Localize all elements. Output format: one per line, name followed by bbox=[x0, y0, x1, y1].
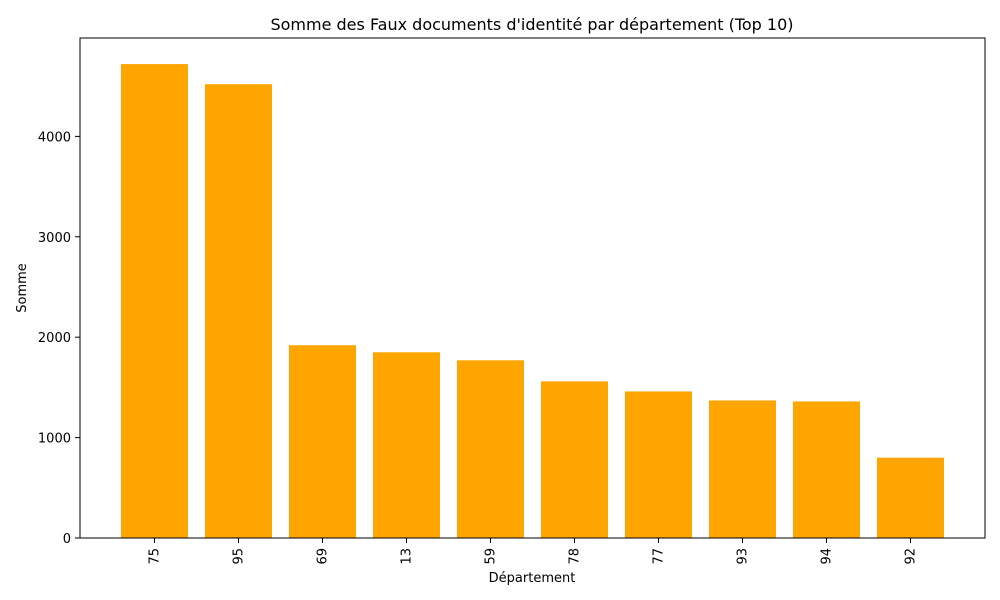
bar-77 bbox=[625, 391, 692, 538]
bar-95 bbox=[205, 84, 272, 538]
x-tick-label: 94 bbox=[820, 548, 835, 565]
x-tick-label: 77 bbox=[652, 548, 667, 565]
bar-78 bbox=[541, 381, 608, 538]
bar-59 bbox=[457, 360, 524, 538]
y-axis-ticks: 0 1000 2000 3000 4000 bbox=[38, 130, 80, 547]
x-axis-ticks: 75 95 69 13 59 78 77 93 94 92 bbox=[148, 538, 919, 565]
y-tick-label: 0 bbox=[63, 532, 71, 547]
y-tick-label: 2000 bbox=[38, 331, 71, 346]
y-tick-label: 3000 bbox=[38, 231, 71, 246]
chart-title: Somme des Faux documents d'identité par … bbox=[270, 15, 793, 34]
y-tick-label: 4000 bbox=[38, 130, 71, 145]
x-tick-label: 59 bbox=[484, 548, 499, 565]
plot-frame bbox=[79, 37, 986, 539]
x-tick-label: 75 bbox=[148, 548, 163, 565]
bars-group bbox=[121, 64, 944, 538]
bar-75 bbox=[121, 64, 188, 538]
x-tick-label: 78 bbox=[568, 548, 583, 565]
x-tick-label: 93 bbox=[736, 548, 751, 565]
bar-94 bbox=[793, 401, 860, 538]
x-tick-label: 95 bbox=[232, 548, 247, 565]
bar-92 bbox=[877, 457, 944, 538]
y-axis-label: Somme bbox=[15, 263, 30, 313]
bar-69 bbox=[289, 345, 356, 538]
x-tick-label: 69 bbox=[316, 548, 331, 565]
x-tick-label: 13 bbox=[400, 548, 415, 565]
x-axis-label: Département bbox=[489, 571, 576, 586]
y-tick-label: 1000 bbox=[38, 432, 71, 447]
bar-13 bbox=[373, 352, 440, 538]
bar-93 bbox=[709, 400, 776, 538]
x-tick-label: 92 bbox=[904, 548, 919, 565]
